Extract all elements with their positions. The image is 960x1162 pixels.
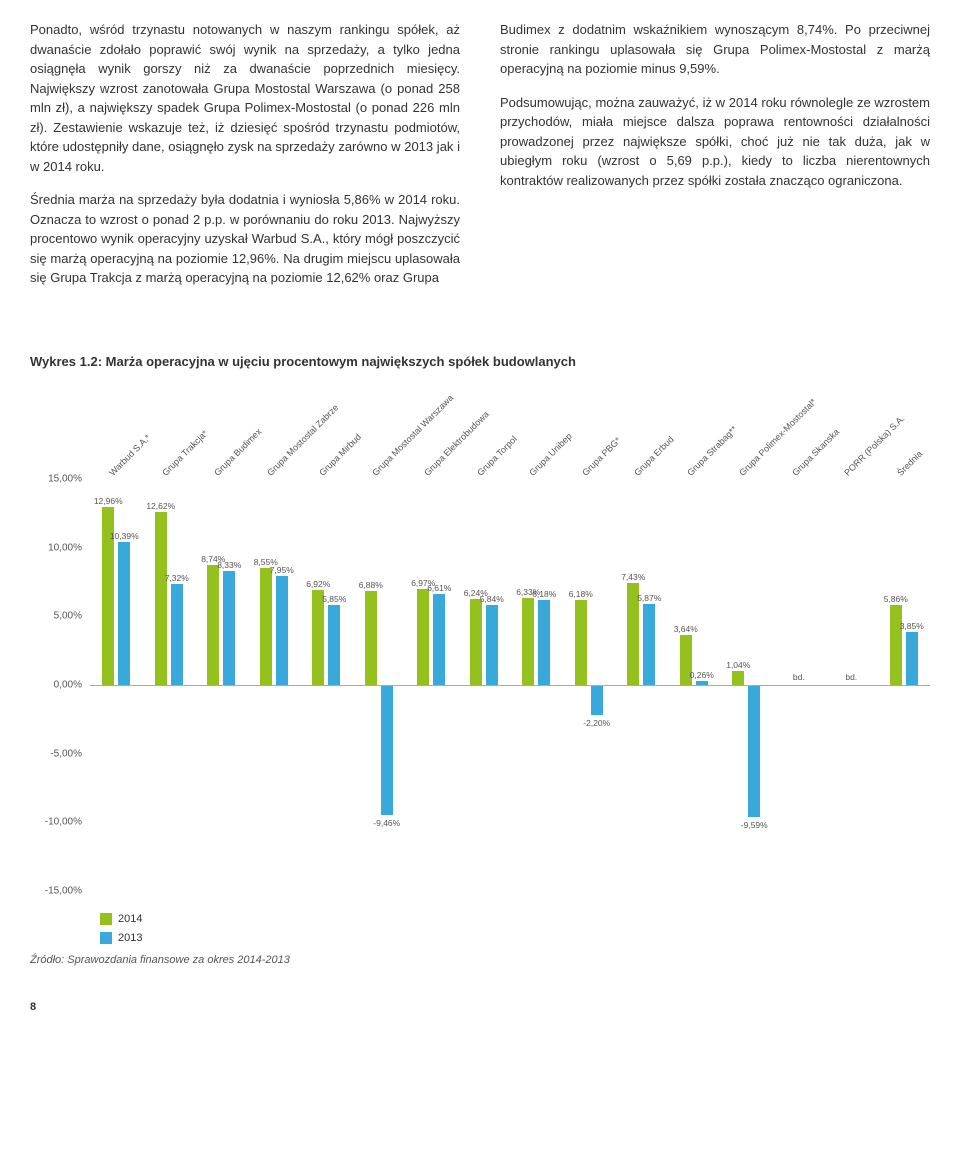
body-text-columns: Ponadto, wśród trzynastu notowanych w na… bbox=[30, 20, 930, 302]
bar-value-label: bd. bbox=[793, 671, 805, 684]
bar bbox=[906, 632, 918, 685]
bar bbox=[328, 605, 340, 685]
bar-value-label: 0,26% bbox=[690, 669, 714, 682]
legend-swatch-2014 bbox=[100, 913, 112, 925]
bar-value-label: 10,39% bbox=[110, 530, 139, 543]
page-number: 8 bbox=[30, 999, 930, 1016]
chart: Warbud S.A.*Grupa Trakcja*Grupa BudimexG… bbox=[30, 401, 930, 891]
bar bbox=[591, 685, 603, 715]
bar-value-label: 5,86% bbox=[884, 593, 908, 606]
zero-axis-line bbox=[90, 685, 930, 686]
bar bbox=[522, 598, 534, 685]
bar-value-label: 3,85% bbox=[900, 620, 924, 633]
right-column: Budimex z dodatnim wskaźnikiem wynoszący… bbox=[500, 20, 930, 302]
paragraph: Budimex z dodatnim wskaźnikiem wynoszący… bbox=[500, 20, 930, 79]
bar bbox=[276, 576, 288, 685]
bar bbox=[575, 600, 587, 685]
chart-yaxis: 15,00%10,00%5,00%0,00%-5,00%-10,00%-15,0… bbox=[30, 479, 90, 891]
chart-legend: 2014 2013 bbox=[100, 911, 930, 946]
bar bbox=[155, 512, 167, 685]
legend-swatch-2013 bbox=[100, 932, 112, 944]
bar bbox=[486, 605, 498, 685]
bar-value-label: 5,87% bbox=[637, 592, 661, 605]
legend-item-2013: 2013 bbox=[100, 930, 930, 947]
bar bbox=[748, 685, 760, 817]
y-tick-label: -5,00% bbox=[50, 746, 82, 761]
legend-label-2013: 2013 bbox=[118, 930, 142, 947]
bar-value-label: 7,32% bbox=[165, 572, 189, 585]
y-tick-label: -10,00% bbox=[45, 815, 82, 830]
bar-value-label: 6,18% bbox=[532, 588, 556, 601]
bar-value-label: 1,04% bbox=[726, 659, 750, 672]
bar bbox=[171, 584, 183, 685]
y-tick-label: 0,00% bbox=[54, 678, 82, 693]
left-column: Ponadto, wśród trzynastu notowanych w na… bbox=[30, 20, 460, 302]
bar-value-label: 5,84% bbox=[480, 593, 504, 606]
y-tick-label: 15,00% bbox=[48, 472, 82, 487]
bar-value-label: 6,88% bbox=[359, 579, 383, 592]
bar-value-label: 3,64% bbox=[674, 623, 698, 636]
bar bbox=[470, 599, 482, 685]
bar bbox=[538, 600, 550, 685]
legend-label-2014: 2014 bbox=[118, 911, 142, 928]
bar bbox=[207, 565, 219, 685]
bar-value-label: 6,61% bbox=[427, 582, 451, 595]
chart-source: Źródło: Sprawozdania finansowe za okres … bbox=[30, 952, 930, 969]
y-tick-label: -15,00% bbox=[45, 884, 82, 899]
bar-value-label: -9,59% bbox=[741, 819, 768, 832]
chart-title: Wykres 1.2: Marża operacyjna w ujęciu pr… bbox=[30, 352, 930, 372]
bar bbox=[118, 542, 130, 685]
bar bbox=[643, 604, 655, 685]
bar bbox=[365, 591, 377, 685]
bar-value-label: bd. bbox=[845, 671, 857, 684]
chart-xaxis-labels: Warbud S.A.*Grupa Trakcja*Grupa BudimexG… bbox=[90, 401, 930, 479]
x-tick-label: Średnia bbox=[894, 448, 925, 479]
bar-value-label: 12,96% bbox=[94, 495, 123, 508]
bar bbox=[417, 589, 429, 685]
bar-value-label: 12,62% bbox=[146, 500, 175, 513]
paragraph: Podsumowując, można zauważyć, iż w 2014 … bbox=[500, 93, 930, 191]
bar-value-label: -2,20% bbox=[583, 717, 610, 730]
y-tick-label: 10,00% bbox=[48, 540, 82, 555]
bar-value-label: -9,46% bbox=[373, 817, 400, 830]
bar bbox=[223, 571, 235, 685]
chart-plot-area: 12,96%10,39%12,62%7,32%8,74%8,33%8,55%7,… bbox=[90, 479, 930, 891]
bar-value-label: 5,85% bbox=[322, 593, 346, 606]
y-tick-label: 5,00% bbox=[54, 609, 82, 624]
legend-item-2014: 2014 bbox=[100, 911, 930, 928]
bar bbox=[260, 568, 272, 685]
bar-value-label: 6,92% bbox=[306, 578, 330, 591]
bar bbox=[381, 685, 393, 815]
bar bbox=[433, 594, 445, 685]
bar-value-label: 7,43% bbox=[621, 571, 645, 584]
bar bbox=[732, 671, 744, 685]
bar-value-label: 8,33% bbox=[217, 559, 241, 572]
paragraph: Średnia marża na sprzedaży była dodatnia… bbox=[30, 190, 460, 288]
bar-value-label: 7,95% bbox=[270, 564, 294, 577]
bar-value-label: 6,18% bbox=[569, 588, 593, 601]
bar bbox=[890, 605, 902, 685]
paragraph: Ponadto, wśród trzynastu notowanych w na… bbox=[30, 20, 460, 176]
